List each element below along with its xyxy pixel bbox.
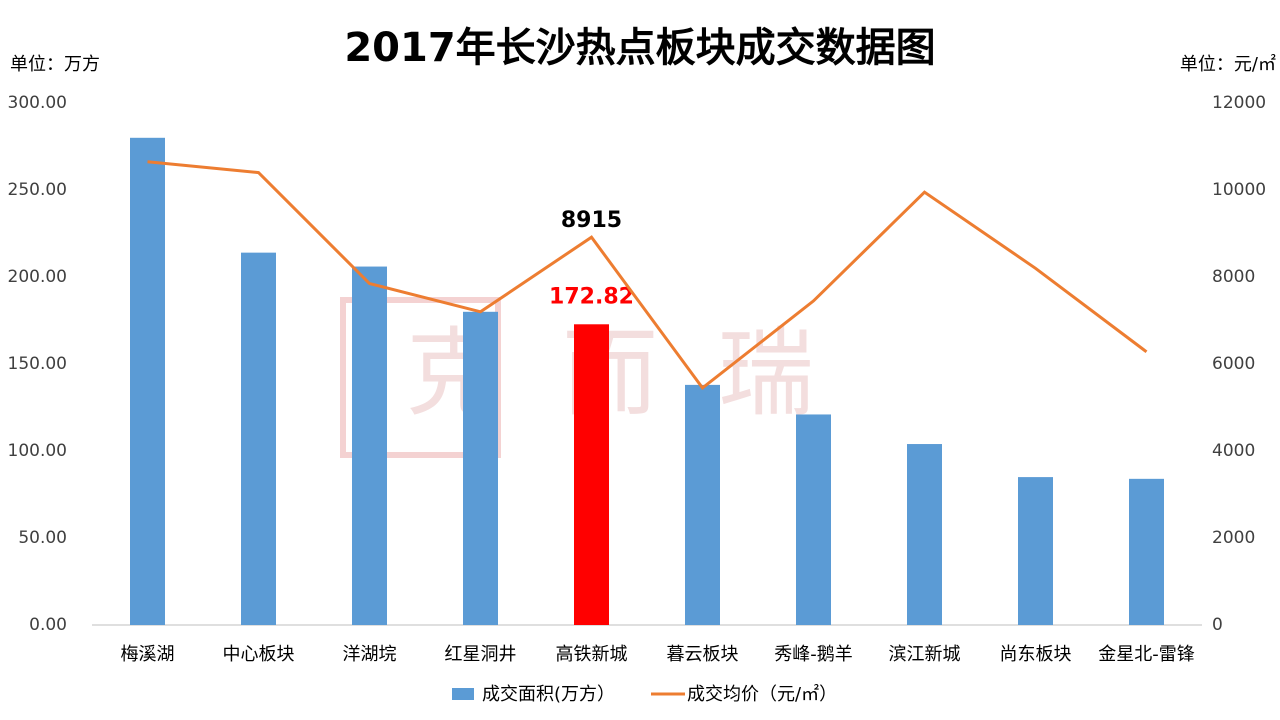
bar — [796, 414, 831, 625]
bar — [463, 311, 498, 625]
data-label: 172.82 — [549, 284, 634, 309]
x-tick-label: 暮云板块 — [667, 644, 739, 665]
y2-axis-title: 单位：元/㎡ — [1180, 53, 1276, 75]
legend-label: 成交均价（元/㎡） — [687, 683, 837, 705]
y-tick-label: 50.00 — [18, 528, 67, 548]
y-tick-label: 0.00 — [29, 615, 67, 635]
bar — [907, 444, 942, 625]
y-tick-label: 250.00 — [8, 180, 67, 200]
y2-tick-label: 0 — [1212, 615, 1223, 635]
y-tick-label: 150.00 — [8, 354, 67, 374]
x-tick-label: 尚东板块 — [1000, 644, 1072, 665]
x-tick-label: 中心板块 — [223, 644, 295, 665]
y2-tick-label: 8000 — [1212, 267, 1255, 287]
bar — [1129, 478, 1164, 625]
bar — [352, 266, 387, 625]
legend-swatch — [452, 688, 474, 700]
x-tick-label: 滨江新城 — [889, 644, 961, 665]
x-tick-label: 红星洞井 — [445, 644, 517, 665]
line — [147, 160, 1148, 391]
y2-tick-label: 10000 — [1212, 180, 1266, 200]
chart-title: 2017年长沙热点板块成交数据图 — [344, 25, 935, 71]
y2-tick-label: 12000 — [1212, 93, 1266, 113]
legend-label: 成交面积(万方） — [482, 684, 615, 705]
bar — [241, 252, 276, 625]
x-tick-label: 梅溪湖 — [121, 644, 175, 665]
bar — [1018, 477, 1053, 625]
x-tick-label: 秀峰-鹅羊 — [774, 644, 853, 665]
y-axis-title: 单位：万方 — [10, 54, 100, 75]
y-tick-label: 100.00 — [8, 441, 67, 461]
y2-tick-label: 6000 — [1212, 354, 1255, 374]
y2-tick-label: 4000 — [1212, 441, 1255, 461]
data-label: 8915 — [561, 208, 622, 233]
bar — [685, 384, 720, 625]
x-tick-label: 金星北-雷锋 — [1098, 644, 1195, 665]
y2-tick-label: 2000 — [1212, 528, 1255, 548]
x-tick-label: 洋湖垸 — [343, 644, 397, 665]
x-tick-label: 高铁新城 — [556, 644, 628, 665]
bar — [130, 137, 165, 626]
y-tick-label: 300.00 — [8, 93, 67, 113]
y-tick-label: 200.00 — [8, 267, 67, 287]
bar — [574, 324, 609, 625]
